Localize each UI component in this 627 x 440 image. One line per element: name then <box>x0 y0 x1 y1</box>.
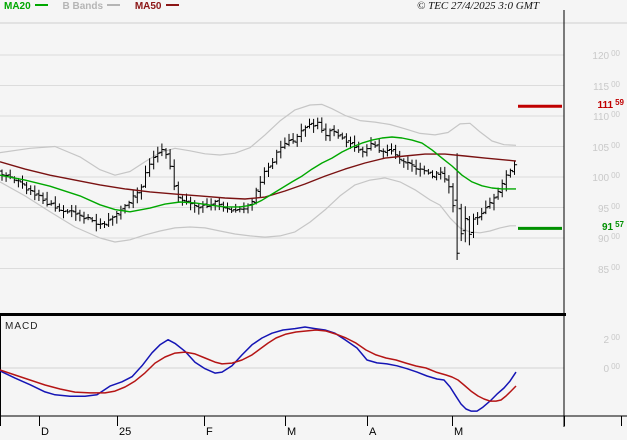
legend-label-ma20: MA20 <box>4 1 31 12</box>
panel-separator <box>0 313 566 316</box>
price-axis-label: 90 00 <box>597 232 620 245</box>
price-axis-label: 115 00 <box>593 79 620 93</box>
resistance-level-label: 111 59 <box>597 98 625 112</box>
x-axis-month-label: A <box>369 426 377 438</box>
macd-axis-label: 0 00 <box>603 362 620 375</box>
ma20-line-swatch <box>34 4 48 7</box>
price-axis-label: 120 00 <box>592 49 620 62</box>
macd-line <box>0 326 517 412</box>
copyright-timestamp: © TEC 27/4/2025 3:0 GMT <box>416 0 539 12</box>
x-axis-month-label: M <box>287 426 297 438</box>
price-axis-label: 105 00 <box>592 140 620 154</box>
support-level-label: 91 57 <box>601 220 624 234</box>
macd-axis-label: 2 00 <box>603 333 620 346</box>
legend-item-ma20: MA20 <box>4 1 48 12</box>
legend-item-ma50: MA50 <box>135 1 179 12</box>
price-axis-label: 95 00 <box>597 201 620 215</box>
x-axis-month-label: M <box>454 426 464 438</box>
chart-legend: MA20 B Bands MA50 <box>4 1 191 14</box>
price-axis-label: 85 00 <box>597 262 620 276</box>
legend-label-bbands: B Bands <box>62 1 104 12</box>
ohlc-bars <box>0 117 518 260</box>
price-axis-label: 110 00 <box>593 110 620 123</box>
macd-panel-title: MACD <box>5 321 39 332</box>
bollinger-lower-band <box>0 177 516 243</box>
x-axis-month-label: F <box>206 426 213 438</box>
price-axis-label: 100 00 <box>592 171 620 184</box>
bbands-line-swatch <box>107 4 121 7</box>
bollinger-upper-band <box>0 103 517 176</box>
legend-item-bbands: B Bands <box>62 1 121 12</box>
ma50-line-swatch <box>165 4 179 7</box>
ma20-line <box>0 136 516 213</box>
x-axis-month-label: D <box>41 426 49 438</box>
macd-signal-line <box>0 329 517 402</box>
x-axis-month-label: 25 <box>119 426 132 438</box>
ma50-line <box>0 153 517 200</box>
legend-label-ma50: MA50 <box>134 1 162 12</box>
